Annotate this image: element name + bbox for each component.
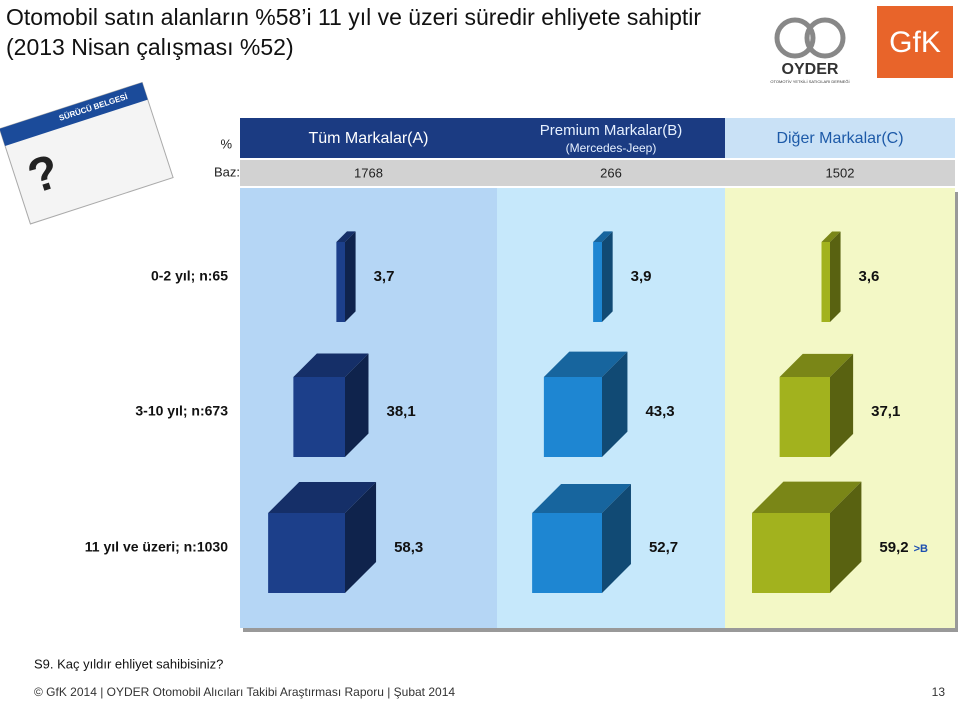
- series-name: Tüm Markalar(A): [308, 130, 428, 147]
- logo-mark: [804, 17, 846, 59]
- cube-side: [602, 351, 628, 457]
- value-label: 3,7: [374, 268, 395, 285]
- license-band: [0, 82, 148, 146]
- value-label: 38,1: [386, 403, 415, 420]
- gfk-box: [877, 6, 953, 78]
- cube-front: [779, 377, 830, 457]
- cube-side: [345, 481, 377, 593]
- cube-front: [293, 377, 345, 457]
- value-label: 43,3: [645, 403, 674, 420]
- row-label: 3-10 yıl; n:673: [135, 403, 228, 419]
- series-name: Premium Markalar(B): [540, 122, 683, 139]
- cube-side: [830, 231, 841, 322]
- cube-top: [532, 484, 631, 513]
- cube-side: [602, 231, 613, 322]
- question: S9. Kaç yıldır ehliyet sahibisiniz?: [34, 656, 223, 671]
- base-cell: [240, 160, 497, 186]
- cube-front: [752, 513, 830, 593]
- cube-top: [336, 231, 356, 242]
- page-number: 13: [932, 685, 946, 699]
- cube-side: [345, 231, 356, 322]
- cube-front: [336, 242, 345, 322]
- cube-front: [532, 513, 602, 593]
- header-cell: [497, 118, 725, 158]
- significance-label: >B: [914, 543, 928, 555]
- oyder-logo: OYDER: [782, 61, 839, 78]
- cube-front: [268, 513, 345, 593]
- cube-side: [830, 353, 854, 457]
- oyder-sub: OTOMOTİV YETKİLİ SATICILARI DERNEĞİ: [770, 79, 849, 84]
- cube-top: [543, 351, 628, 377]
- row-label: 0-2 yıl; n:65: [151, 268, 228, 284]
- cube-top: [593, 231, 613, 242]
- row-label: 11 yıl ve üzeri; n:1030: [85, 539, 228, 555]
- footer: © GfK 2014 | OYDER Otomobil Alıcıları Ta…: [34, 685, 455, 699]
- logo-mark: [774, 17, 816, 59]
- value-label: 58,3: [394, 539, 423, 556]
- series-name: Diğer Markalar(C): [776, 130, 903, 147]
- base-value: 1768: [354, 165, 383, 180]
- cube-top: [821, 231, 841, 242]
- cube-top: [268, 481, 377, 513]
- series-subname: (Mercedes-Jeep): [566, 141, 657, 155]
- cube-top: [293, 353, 369, 377]
- cube-side: [830, 481, 862, 593]
- base-cell: [725, 160, 955, 186]
- license: SÜRÜCÜ BELGESİ ?: [0, 81, 174, 225]
- base-label: Baz:: [214, 164, 240, 179]
- cube-front: [821, 242, 830, 322]
- unit-label: %: [220, 136, 232, 151]
- value-label: 3,9: [631, 268, 652, 285]
- cube-top: [752, 481, 862, 513]
- base-value: 266: [600, 165, 622, 180]
- cube-side: [345, 353, 369, 457]
- title: Otomobil satın alanların %58’i 11 yıl ve…: [6, 4, 702, 60]
- value-label: 3,6: [859, 268, 880, 285]
- cube-front: [593, 242, 602, 322]
- cube-front: [543, 377, 602, 457]
- base-value: 1502: [826, 165, 855, 180]
- base-cell: [497, 160, 725, 186]
- value-label: 59,2: [879, 539, 908, 556]
- value-label: 37,1: [871, 403, 900, 420]
- value-label: 52,7: [649, 539, 678, 556]
- header-cell: [725, 118, 955, 158]
- cube-side: [602, 484, 631, 593]
- header-cell: [240, 118, 497, 158]
- cube-top: [779, 353, 854, 377]
- gfk-logo: GfK: [889, 26, 941, 59]
